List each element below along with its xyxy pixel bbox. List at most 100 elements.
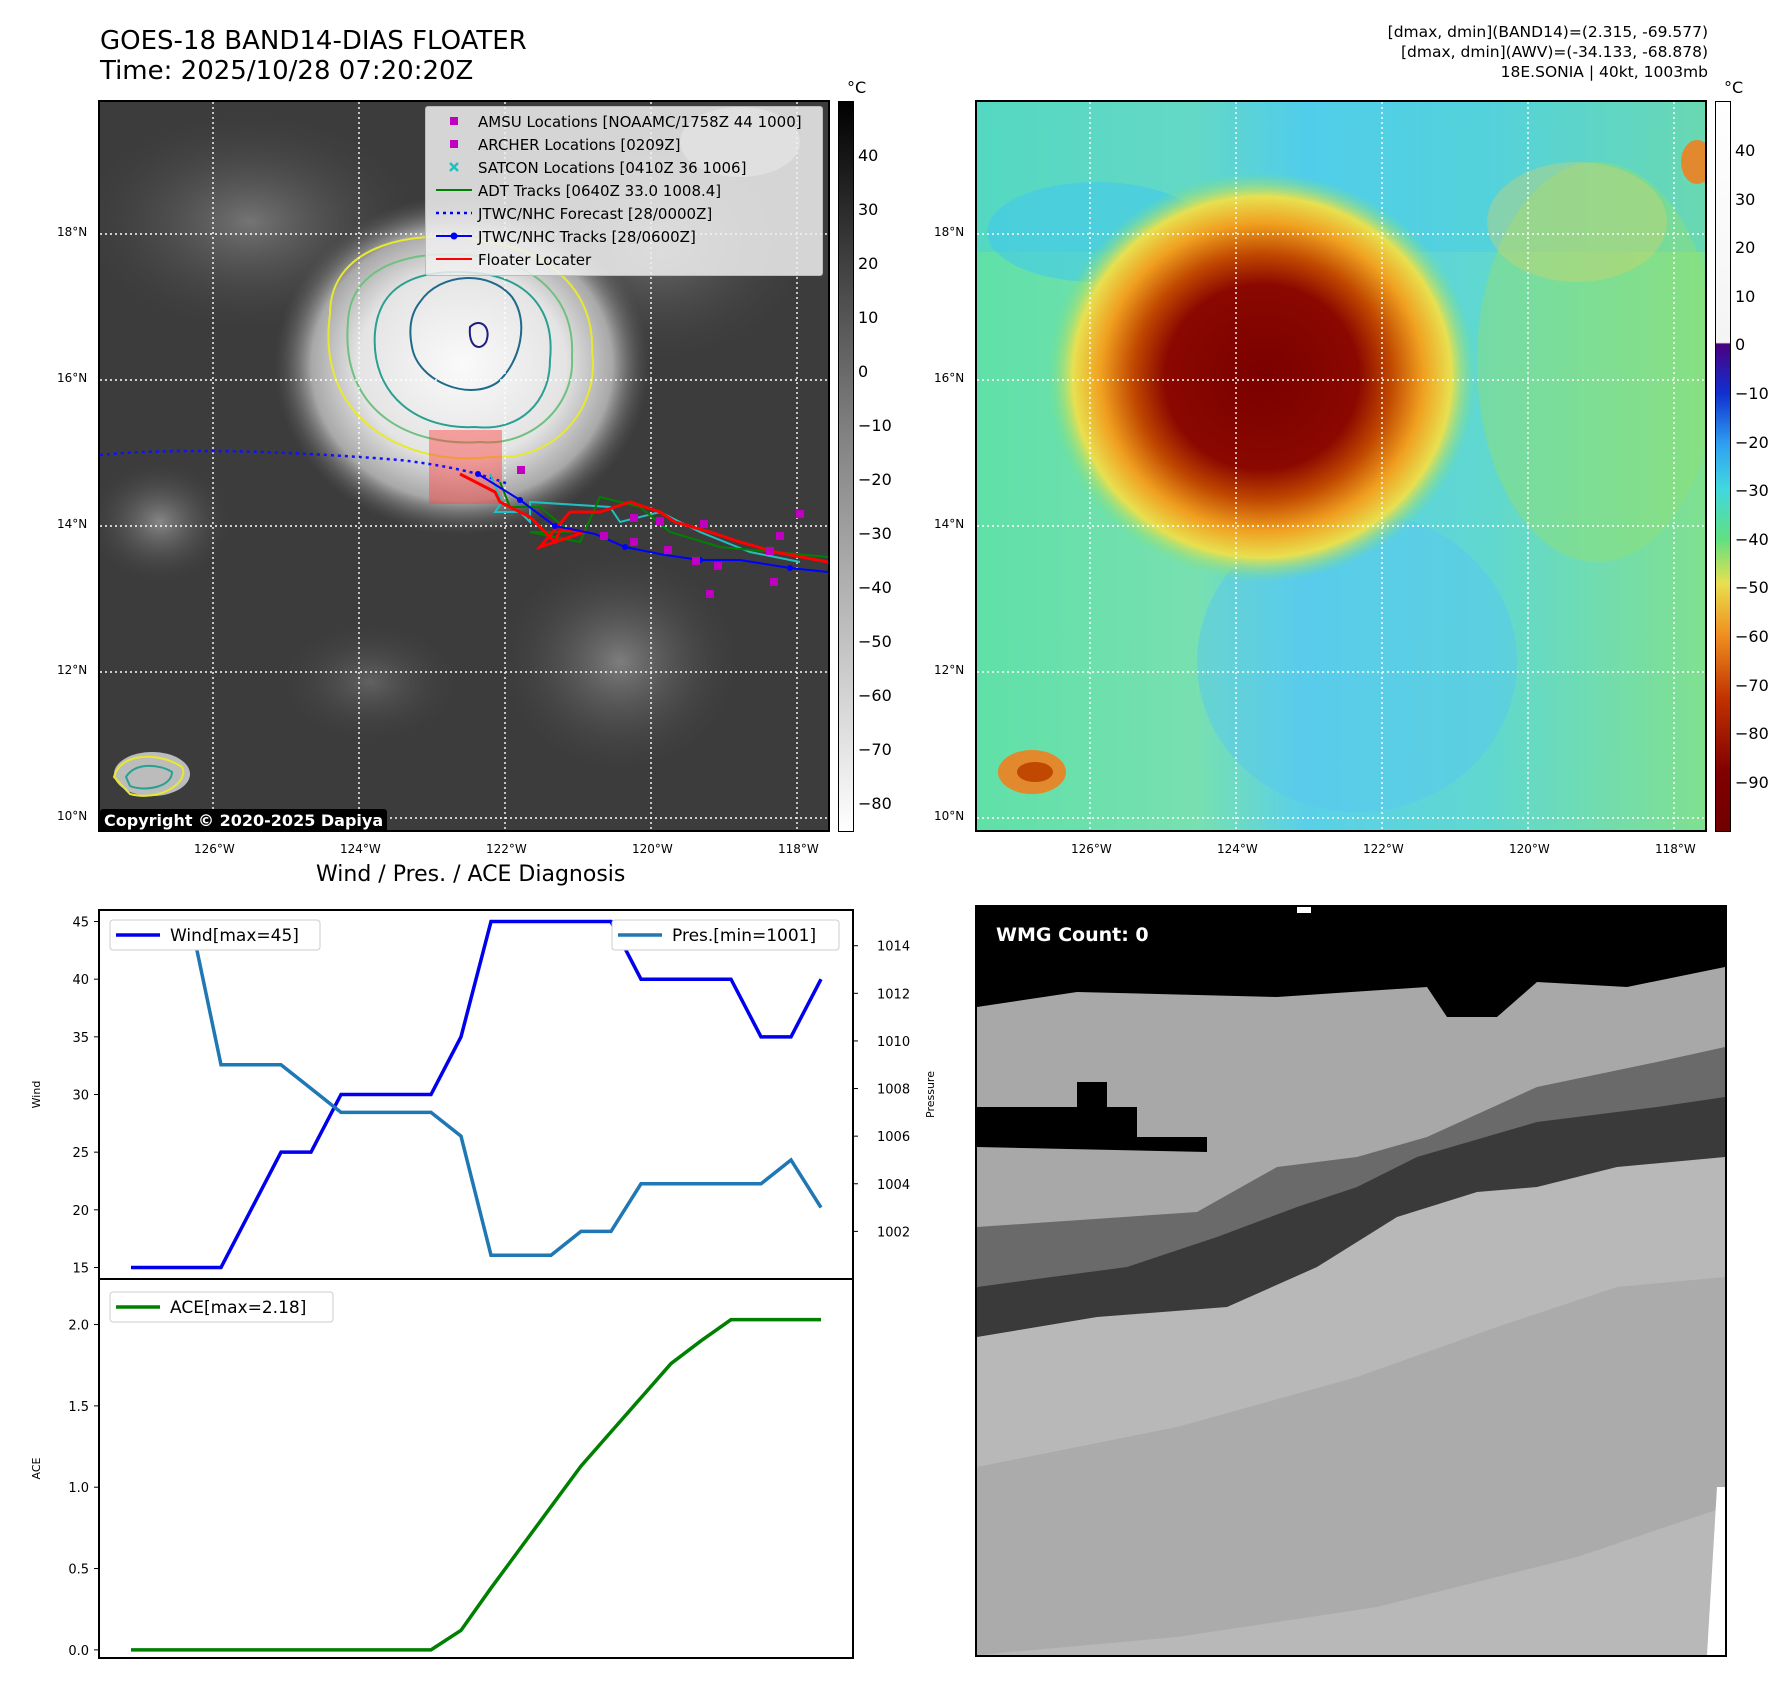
legend-item-jtwc-tracks: JTWC/NHC Tracks [28/0600Z] (434, 226, 696, 248)
line-marker-icon (436, 189, 472, 191)
ir-colorbar-tick: −10 (858, 416, 892, 435)
dotted-line-icon (436, 211, 472, 215)
ir-lat-label: 16°N (57, 371, 88, 385)
awv-lon-label: 124°W (1217, 842, 1258, 856)
legend-item-floater: Floater Locater (434, 249, 591, 271)
info-line-band14: [dmax, dmin](BAND14)=(2.315, -69.577) (1387, 23, 1708, 41)
ir-lon-label: 120°W (632, 842, 673, 856)
legend-item-adt: ADT Tracks [0640Z 33.0 1008.4] (434, 180, 721, 202)
ace-ytick-label: 1.5 (68, 1400, 89, 1415)
line-marker-icon (436, 258, 472, 260)
awv-lat-label: 10°N (934, 809, 965, 823)
figure-title: GOES-18 BAND14-DIAS FLOATER Time: 2025/10… (100, 26, 527, 86)
wind-ytick-label: 35 (72, 1031, 89, 1046)
wind-ytick-label: 25 (72, 1146, 89, 1161)
awv-colorbar-tick: 30 (1735, 189, 1756, 209)
pressure-ytick-label: 1002 (877, 1225, 910, 1240)
square-marker-icon (450, 117, 458, 125)
ir-colorbar-tick: −40 (858, 578, 892, 597)
pressure-ytick-label: 1008 (877, 1083, 910, 1098)
ace-ytick-label: 0.5 (68, 1563, 89, 1578)
wind-series-line (131, 919, 823, 1270)
line-dot-icon (436, 232, 472, 240)
awv-colorbar-tick: −90 (1735, 772, 1769, 792)
awv-lon-label: 118°W (1655, 842, 1696, 856)
ir-legend: AMSU Locations [NOAAMC/1758Z 44 1000] AR… (425, 106, 823, 276)
ace-frame (98, 1278, 854, 1659)
awv-colorbar-tick: 20 (1735, 238, 1756, 258)
ir-colorbar-tick: 10 (858, 308, 879, 327)
ace-legend-box (109, 1291, 334, 1323)
wind-axis-label: Wind (30, 1081, 43, 1109)
wind-ytick-label: 40 (72, 973, 89, 988)
awv-colorbar-tick: −30 (1735, 481, 1769, 501)
ir-colorbar-tick: −80 (858, 794, 892, 813)
wmg-count-label: WMG Count: 0 (996, 924, 1149, 946)
awv-lon-label: 122°W (1363, 842, 1404, 856)
pressure-ytick-label: 1006 (877, 1130, 910, 1145)
ace-legend-label: ACE[max=2.18] (170, 1298, 306, 1318)
ace-ytick-label: 0.0 (68, 1644, 89, 1659)
title-line-2: Time: 2025/10/28 07:20:20Z (100, 56, 474, 86)
legend-item-archer: ARCHER Locations [0209Z] (434, 134, 681, 156)
awv-lat-label: 16°N (934, 371, 965, 385)
info-line-storm: 18E.SONIA | 40kt, 1003mb (1500, 63, 1708, 81)
pressure-legend-box (611, 919, 840, 951)
awv-colorbar-tick: −60 (1735, 627, 1769, 646)
wind-legend-box (109, 919, 321, 951)
awv-satellite-map (975, 100, 1707, 832)
copyright-label: Copyright © 2020-2025 Dapiya (100, 809, 388, 832)
ir-lat-label: 12°N (57, 663, 88, 677)
wmg-image (977, 907, 1725, 1655)
awv-colorbar-tick: −20 (1735, 432, 1769, 452)
pressure-ytick-label: 1010 (877, 1035, 910, 1050)
ir-colorbar (838, 101, 854, 832)
awv-colorbar-unit: °C (1724, 78, 1744, 97)
awv-colorbar-tick: 0 (1735, 335, 1746, 355)
title-line-1: GOES-18 BAND14-DIAS FLOATER (100, 26, 527, 56)
diagnosis-title: Wind / Pres. / ACE Diagnosis (316, 862, 626, 887)
awv-colorbar-tick: −10 (1735, 384, 1769, 403)
wind-legend-label: Wind[max=45] (170, 926, 299, 946)
awv-colorbar-tick: −80 (1735, 724, 1769, 744)
wmg-panel (975, 905, 1727, 1657)
ir-colorbar-tick: −60 (858, 686, 892, 705)
wind-ytick-label: 20 (72, 1204, 89, 1219)
legend-item-satcon: SATCON Locations [0410Z 36 1006] (434, 157, 746, 179)
ir-lon-label: 118°W (778, 842, 819, 856)
pressure-legend-label: Pres.[min=1001] (672, 926, 816, 946)
awv-colorbar-tick: −70 (1735, 675, 1769, 695)
awv-colorbar (1715, 101, 1731, 832)
ir-colorbar-unit: °C (847, 78, 867, 97)
ir-colorbar-tick: −30 (858, 524, 892, 543)
ir-lat-label: 18°N (57, 225, 88, 239)
awv-colorbar-tick: −40 (1735, 529, 1769, 549)
awv-colorbar-tick: −50 (1735, 578, 1769, 598)
awv-colorbar-tick: 40 (1735, 141, 1756, 160)
ir-lon-label: 126°W (194, 842, 235, 856)
pressure-series-line (131, 920, 823, 1257)
square-marker-icon (450, 140, 458, 148)
ace-series-line (131, 1317, 821, 1652)
ace-ytick-label: 1.0 (68, 1481, 89, 1496)
legend-item-forecast: JTWC/NHC Forecast [28/0000Z] (434, 203, 712, 225)
storm-info: [dmax, dmin](BAND14)=(2.315, -69.577) [d… (1388, 22, 1708, 82)
ir-colorbar-tick: −50 (858, 632, 892, 651)
wind-ytick-label: 30 (72, 1089, 89, 1104)
wind-ytick-label: 15 (72, 1261, 89, 1276)
ir-colorbar-tick: 20 (858, 254, 879, 273)
ace-ytick-label: 2.0 (68, 1319, 89, 1334)
ace-axis-label: ACE (30, 1457, 43, 1479)
awv-lat-label: 14°N (934, 517, 965, 531)
awv-lon-label: 120°W (1509, 842, 1550, 856)
ir-colorbar-tick: 0 (858, 362, 869, 381)
x-marker-icon (449, 162, 459, 172)
ir-lon-label: 124°W (340, 842, 381, 856)
wind-ytick-label: 45 (72, 916, 89, 931)
ir-colorbar-tick: 40 (858, 146, 879, 165)
awv-lat-label: 12°N (934, 663, 965, 677)
pressure-ytick-label: 1004 (877, 1178, 910, 1193)
ir-colorbar-tick: −20 (858, 470, 892, 489)
awv-lon-label: 126°W (1071, 842, 1112, 856)
legend-item-amsu: AMSU Locations [NOAAMC/1758Z 44 1000] (434, 111, 802, 133)
